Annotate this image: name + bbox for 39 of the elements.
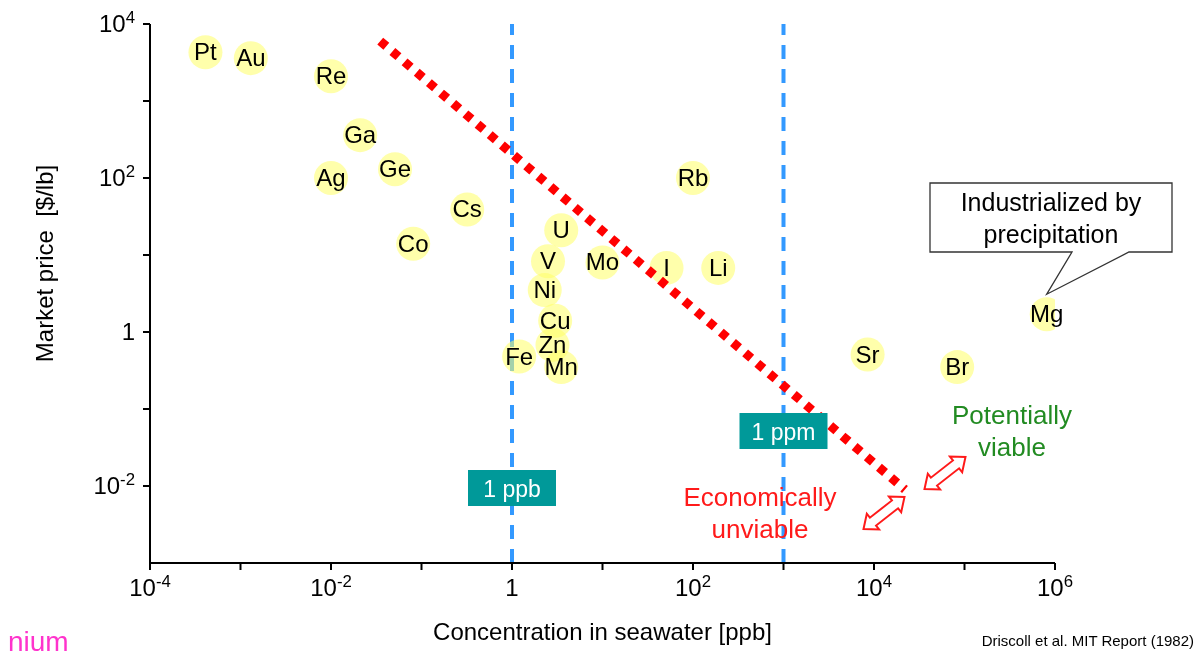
x-tick-label: 10$^{4}$ xyxy=(855,571,893,601)
text: nium xyxy=(8,626,69,657)
annotation: Potentially viable xyxy=(952,400,1072,462)
annotation: Economically unviable xyxy=(683,482,837,544)
text: Driscoll et al. MIT Report (1982) xyxy=(981,632,1194,649)
data-label: Ag xyxy=(316,164,346,191)
x-tick-label: 1 xyxy=(505,574,519,601)
data-label: Mo xyxy=(585,248,620,276)
data-label: Co xyxy=(397,229,429,257)
y-axis-title: Market price [$/lb] xyxy=(31,164,58,363)
data-label: Ga xyxy=(344,121,377,149)
data-label: Fe xyxy=(505,342,534,370)
ref-line-label: 1 ppm xyxy=(751,419,816,445)
data-label: Sr xyxy=(855,340,880,368)
data-label: U xyxy=(552,216,570,244)
y-tick-label: 1 xyxy=(121,318,135,345)
data-label: Cs xyxy=(452,195,482,223)
data-label: Mg xyxy=(1030,300,1064,328)
data-label: Pt xyxy=(194,38,218,66)
x-tick-label: 10$^{-2}$ xyxy=(310,571,352,601)
data-label: Au xyxy=(236,44,266,72)
x-tick-label: 10$^{-4}$ xyxy=(129,571,171,601)
data-label: V xyxy=(540,247,557,275)
x-tick-label: 10$^{2}$ xyxy=(674,571,712,601)
x-tick-label: 10$^{6}$ xyxy=(1036,571,1074,601)
y-tick-label: 10$^{-2}$ xyxy=(93,469,135,499)
data-label: Ge xyxy=(379,155,412,183)
y-tick-label: 10$^{4}$ xyxy=(98,7,135,37)
data-label: Li xyxy=(708,253,728,281)
y-tick-label: 10$^{2}$ xyxy=(98,161,135,191)
data-label: I xyxy=(663,253,670,281)
ref-line-label: 1 ppb xyxy=(483,476,541,502)
data-label: Ni xyxy=(533,276,557,304)
data-label: Br xyxy=(945,353,970,381)
data-label: Rb xyxy=(677,164,709,191)
data-label: Mn xyxy=(544,353,578,381)
data-label: Re xyxy=(315,62,347,90)
x-axis-title: Concentration in seawater [ppb] xyxy=(433,618,772,645)
annotation: Industrialized by precipitation xyxy=(960,188,1142,248)
